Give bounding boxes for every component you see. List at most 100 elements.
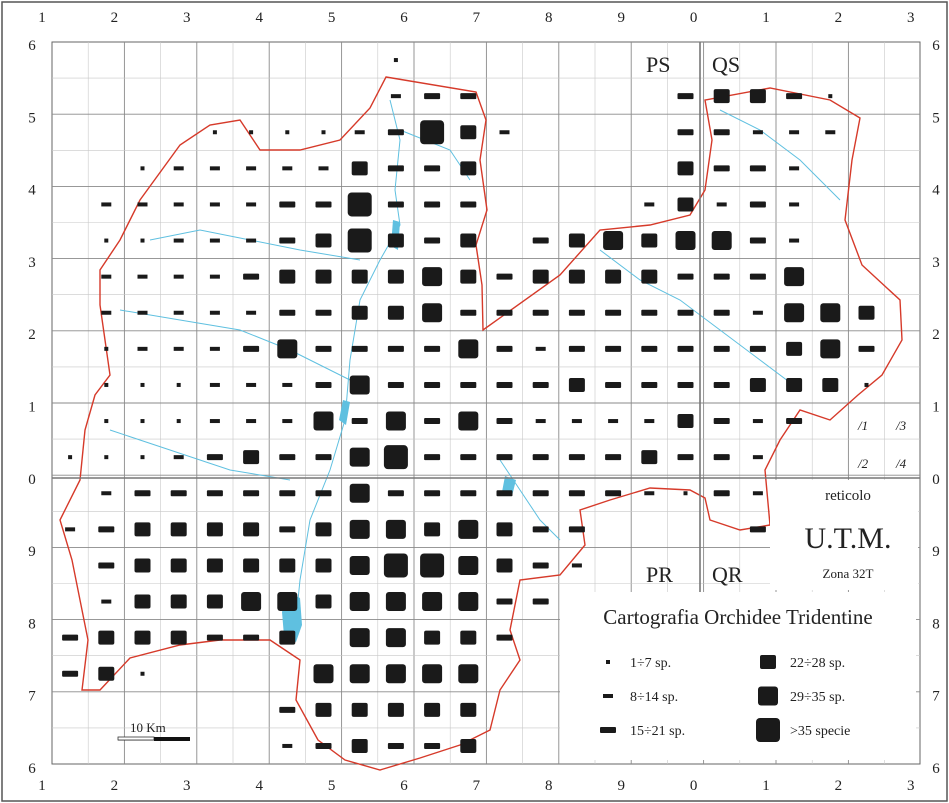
top-axis-label: 5 [328, 10, 336, 26]
species-count-marker [316, 201, 332, 207]
species-count-marker [684, 491, 688, 495]
species-count-marker [207, 558, 223, 572]
species-count-marker [497, 522, 513, 536]
species-count-marker [350, 520, 370, 539]
species-count-marker [350, 556, 370, 575]
species-count-marker [641, 346, 657, 352]
species-count-marker [605, 346, 621, 352]
right-axis-label: 8 [932, 616, 940, 632]
species-count-marker [500, 130, 510, 134]
species-count-marker [533, 310, 549, 316]
species-count-marker [241, 592, 261, 611]
species-count-marker [605, 382, 621, 388]
species-count-marker [458, 592, 478, 611]
species-count-marker [210, 347, 220, 351]
species-count-marker [174, 166, 184, 170]
species-count-marker [316, 270, 332, 284]
top-axis-label: 2 [111, 10, 119, 26]
species-count-marker [750, 238, 766, 244]
species-count-marker [246, 383, 256, 387]
legend-label: 15÷21 sp. [630, 724, 685, 739]
species-count-marker [249, 130, 253, 134]
species-count-marker [533, 454, 549, 460]
quadrant-label-qs: QS [712, 52, 740, 77]
left-axis-label: 6 [28, 761, 36, 777]
species-count-marker [536, 419, 546, 423]
species-count-marker [177, 383, 181, 387]
species-count-marker [171, 522, 187, 536]
species-count-marker [603, 231, 623, 250]
species-count-marker [207, 454, 223, 460]
species-count-marker [458, 520, 478, 539]
species-count-marker [246, 239, 256, 243]
species-count-marker [644, 419, 654, 423]
species-count-marker [497, 310, 513, 316]
species-count-marker [424, 201, 440, 207]
species-count-marker [388, 306, 404, 320]
species-count-marker [676, 231, 696, 250]
subcell-1: /1 [857, 418, 868, 433]
right-axis-label: 7 [932, 689, 940, 705]
species-count-marker [714, 165, 730, 171]
species-count-marker [533, 562, 549, 568]
species-count-marker [174, 202, 184, 206]
species-count-marker [420, 120, 444, 144]
species-count-marker [569, 378, 585, 392]
bottom-axis-label: 1 [762, 778, 770, 794]
species-count-marker [714, 382, 730, 388]
species-count-marker [210, 311, 220, 315]
top-axis-label: 1 [38, 10, 46, 26]
bottom-axis-label: 6 [400, 778, 408, 794]
species-count-marker [210, 419, 220, 423]
species-count-marker [141, 672, 145, 676]
species-count-marker [135, 490, 151, 496]
species-count-marker [322, 130, 326, 134]
species-count-marker [605, 310, 621, 316]
species-count-marker [138, 275, 148, 279]
bottom-axis-label: 3 [907, 778, 915, 794]
species-count-marker [750, 274, 766, 280]
quadrant-label-qr: QR [712, 562, 743, 587]
species-count-marker [386, 592, 406, 611]
species-count-marker [141, 455, 145, 459]
species-count-marker [422, 592, 442, 611]
species-count-marker [243, 490, 259, 496]
species-count-marker [282, 383, 292, 387]
species-count-marker [641, 310, 657, 316]
species-count-marker [388, 346, 404, 352]
species-count-marker [714, 310, 730, 316]
species-count-marker [789, 239, 799, 243]
species-count-marker [174, 347, 184, 351]
scale-bar-white [118, 737, 154, 740]
species-count-marker [316, 310, 332, 316]
species-count-marker [789, 130, 799, 134]
species-count-marker [135, 631, 151, 645]
species-count-marker [569, 310, 585, 316]
species-count-marker [138, 347, 148, 351]
left-axis-label: 6 [28, 38, 36, 54]
right-axis-label: 9 [932, 544, 940, 560]
bottom-axis-label: 2 [835, 778, 843, 794]
right-axis-label: 1 [932, 400, 940, 416]
species-count-marker [279, 238, 295, 244]
species-count-marker [174, 311, 184, 315]
species-count-marker [246, 311, 256, 315]
species-count-marker [279, 707, 295, 713]
species-count-marker [243, 522, 259, 536]
species-count-marker [174, 275, 184, 279]
species-count-marker [314, 664, 334, 683]
species-count-marker [213, 130, 217, 134]
species-count-marker [714, 346, 730, 352]
right-axis-label: 4 [932, 183, 940, 199]
right-axis-label: 6 [932, 761, 940, 777]
species-count-marker [822, 378, 838, 392]
species-count-marker [101, 202, 111, 206]
species-count-marker [641, 450, 657, 464]
species-count-marker [207, 595, 223, 609]
species-count-marker [424, 382, 440, 388]
species-count-marker [714, 418, 730, 424]
species-count-marker [386, 628, 406, 647]
species-count-marker [678, 161, 694, 175]
species-count-marker [786, 342, 802, 356]
grid-name: reticolo [825, 488, 871, 504]
